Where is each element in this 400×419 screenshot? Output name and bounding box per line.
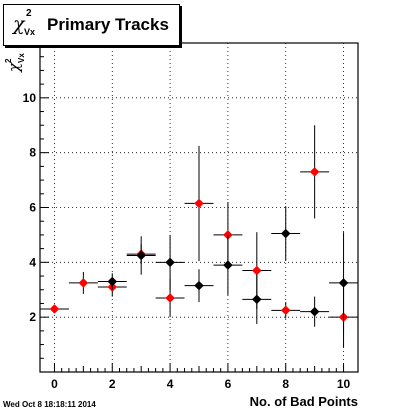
data-point-black [251, 294, 262, 305]
data-point-black [136, 250, 147, 261]
data-point-black [309, 306, 320, 317]
data-point-red [251, 265, 262, 276]
data-point-black [107, 276, 118, 287]
y-axis-label: χ2 Vx [4, 53, 26, 73]
x-tick-label: 4 [167, 377, 174, 391]
y-tick-label: 10 [23, 91, 37, 105]
y-axis-label-part: 2 [4, 58, 13, 63]
x-tick-label: 2 [109, 377, 116, 391]
data-point-red [309, 167, 320, 177]
data-point-red [280, 305, 291, 316]
data-point-red [78, 278, 89, 288]
title-chi-symbol: χ [13, 13, 25, 35]
data-point-black [338, 278, 349, 288]
x-tick-label: 0 [51, 377, 58, 391]
data-point-red [49, 304, 60, 314]
data-point-black [194, 280, 204, 291]
data-point-red [194, 198, 204, 209]
data-point-black [223, 260, 233, 270]
chart-title: Primary Tracks [47, 15, 169, 34]
y-tick-label: 4 [29, 255, 36, 269]
y-axis-label-part: χ [5, 62, 23, 73]
y-tick-label: 2 [29, 310, 36, 324]
x-tick-label: 8 [282, 377, 289, 391]
data-point-red [165, 293, 175, 303]
y-axis-label-part: Vx [17, 53, 26, 63]
x-tick-label: 6 [225, 377, 232, 391]
x-tick-label: 10 [337, 377, 351, 391]
chart-title-box: χ 2 Vx Primary Tracks [3, 4, 180, 46]
title-superscript: 2 [26, 8, 32, 19]
x-axis-label: No. of Bad Points [250, 394, 358, 409]
data-point-black [280, 228, 291, 239]
timestamp: Wed Oct 8 18:18:11 2014 [3, 400, 96, 409]
y-tick-label: 8 [29, 146, 36, 160]
data-point-black [165, 257, 175, 268]
y-tick-label: 6 [29, 201, 36, 215]
title-subscript: Vx [24, 27, 36, 37]
